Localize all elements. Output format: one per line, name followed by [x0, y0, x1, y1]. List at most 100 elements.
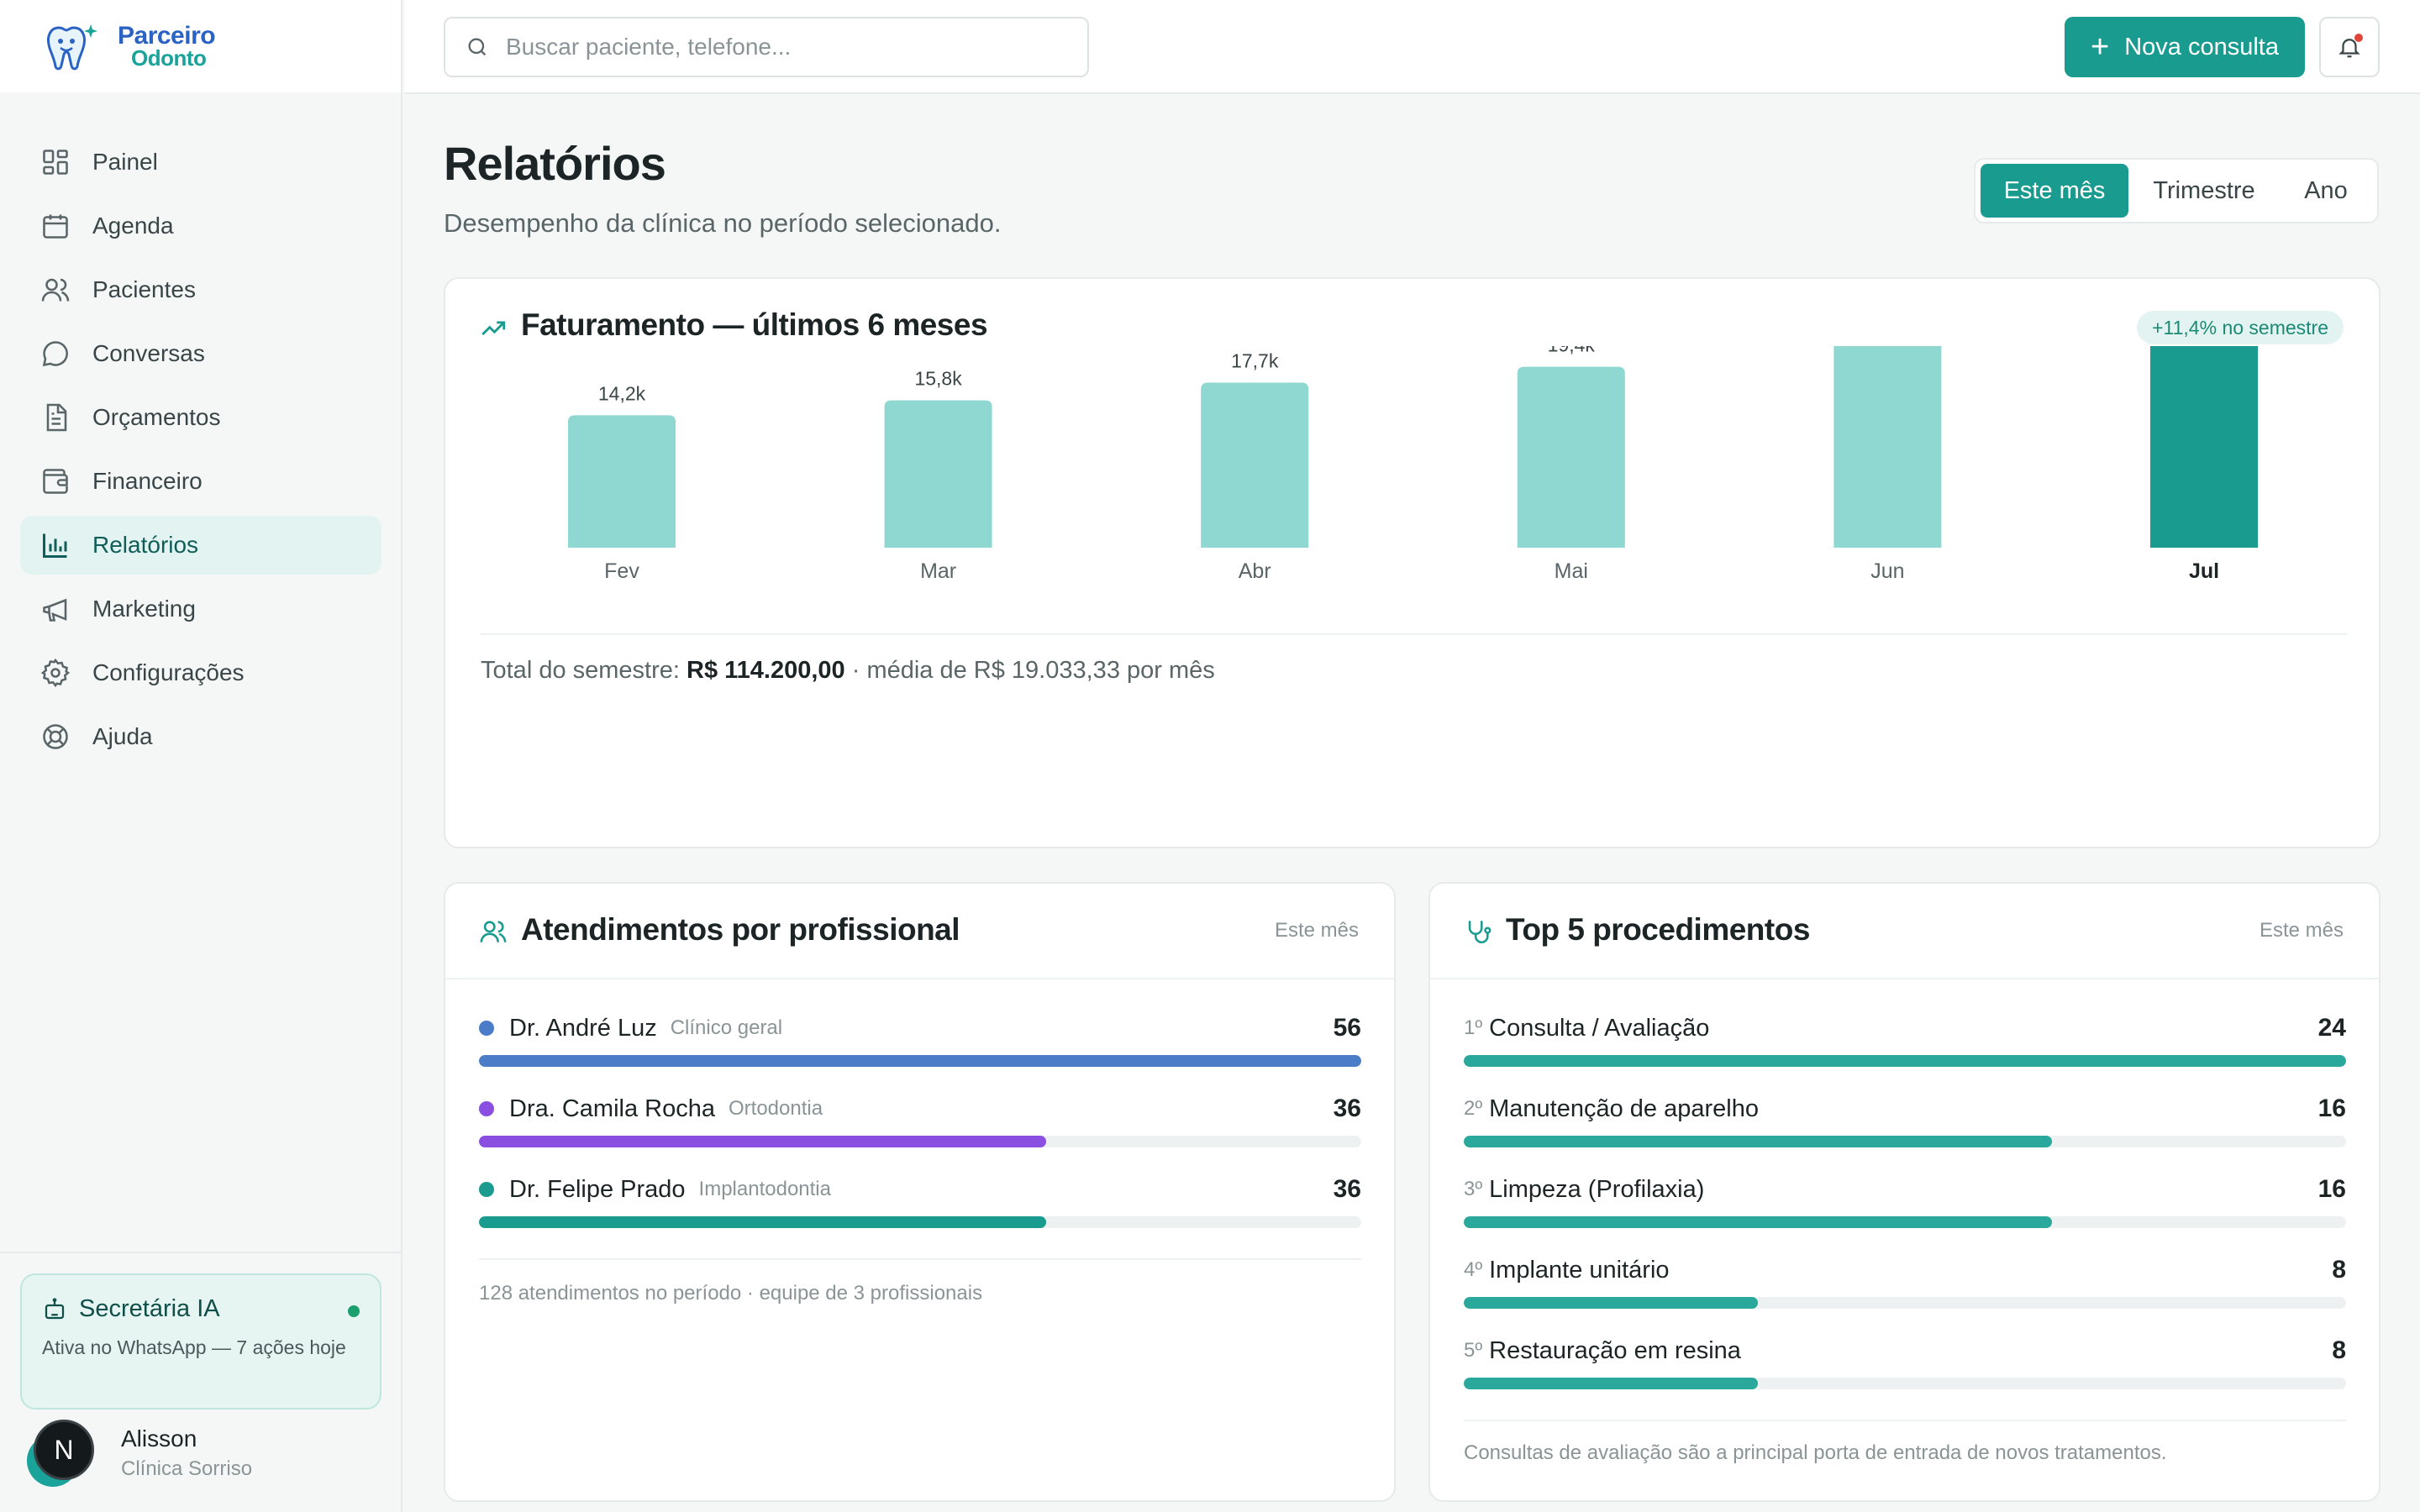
period-year[interactable]: Ano — [2304, 176, 2348, 204]
sidebar-item-conversas[interactable]: Conversas — [20, 324, 381, 383]
professional-name: Dr. André Luz — [509, 1014, 657, 1042]
progress-track — [479, 1055, 1361, 1067]
sidebar-item-label: Ajuda — [92, 723, 153, 749]
bar-jun[interactable] — [1833, 346, 1942, 548]
procedures-note: Consultas de avaliação são a principal p… — [1464, 1441, 2167, 1464]
summary-total: R$ 114.200,00 — [687, 657, 845, 684]
procedure-name: Limpeza (Profilaxia) — [1489, 1175, 1705, 1203]
tooth-logo-icon — [47, 24, 97, 71]
progress-track — [1464, 1378, 2346, 1389]
progress-track — [1464, 1055, 2346, 1067]
document-icon — [46, 403, 67, 432]
procedure-rank: 1º — [1464, 1016, 1483, 1039]
bar-jul[interactable] — [2150, 346, 2258, 548]
revenue-card: Faturamento — últimos 6 meses +11,4% no … — [444, 277, 2381, 848]
procedure-row[interactable]: 3º Limpeza (Profilaxia) 16 — [1464, 1173, 2346, 1228]
bar-mar[interactable] — [884, 400, 992, 548]
card-header-divider — [445, 978, 1394, 979]
sidebar-item-label: Relatórios — [92, 532, 199, 558]
revenue-summary: Total do semestre: R$ 114.200,00 · média… — [481, 657, 1215, 685]
progress-fill — [1464, 1136, 2052, 1147]
professional-row[interactable]: Dra. Camila Rocha Ortodontia 36 — [479, 1092, 1361, 1147]
avatar: N — [27, 1420, 94, 1487]
procedure-count: 16 — [2317, 1175, 2346, 1203]
page-title: Relatórios — [444, 137, 666, 190]
users-icon — [41, 278, 70, 302]
summary-prefix: Total do semestre: — [481, 657, 687, 684]
color-dot — [479, 1021, 494, 1036]
ai-secretary-card[interactable]: Secretária IA Ativa no WhatsApp — 7 açõe… — [20, 1273, 381, 1410]
notification-dot — [2354, 34, 2363, 42]
procedure-name: Restauração em resina — [1489, 1336, 1741, 1364]
procedure-row[interactable]: 4º Implante unitário 8 — [1464, 1253, 2346, 1309]
professionals-card: Atendimentos por profissional Este mês D… — [444, 882, 1396, 1502]
search-icon — [468, 38, 487, 56]
x-axis-tick-label: Mar — [920, 559, 956, 583]
robot-icon — [45, 1297, 65, 1319]
brand-line2: Odonto — [131, 45, 207, 71]
x-axis-tick-label: Fev — [604, 559, 639, 583]
professionals-title: Atendimentos por profissional — [521, 912, 960, 947]
sidebar-item-label: Financeiro — [92, 468, 203, 494]
chart-divider — [481, 633, 2347, 635]
procedure-row[interactable]: 1º Consulta / Avaliação 24 — [1464, 1011, 2346, 1067]
professional-specialty: Ortodontia — [728, 1097, 823, 1120]
avatar-initial: N — [34, 1420, 94, 1480]
user-profile[interactable]: N Alisson Clínica Sorriso — [27, 1420, 252, 1487]
notifications-button[interactable] — [2319, 17, 2380, 77]
plus-icon: + — [2091, 29, 2110, 65]
bar-value-label: 14,2k — [598, 382, 646, 404]
period-quarter[interactable]: Trimestre — [2153, 176, 2255, 204]
new-appointment-button[interactable]: + Nova consulta — [2065, 17, 2305, 77]
brand-line1: Parceiro — [118, 22, 216, 50]
sidebar-item-orcamentos[interactable]: Orçamentos — [20, 388, 381, 447]
progress-fill — [479, 1136, 1046, 1147]
bar-mai[interactable] — [1517, 366, 1625, 548]
sidebar-item-painel[interactable]: Painel — [20, 133, 381, 192]
sidebar-item-relatorios[interactable]: Relatórios — [20, 516, 381, 575]
sidebar-item-pacientes[interactable]: Pacientes — [20, 260, 381, 319]
brand-logo[interactable]: Parceiro Odonto — [0, 0, 401, 92]
professional-name: Dra. Camila Rocha — [509, 1095, 715, 1122]
professionals-note: 128 atendimentos no período · equipe de … — [479, 1282, 983, 1305]
sidebar-item-label: Agenda — [92, 213, 174, 239]
search-input[interactable] — [506, 34, 1060, 60]
progress-fill — [1464, 1297, 1758, 1309]
professional-row[interactable]: Dr. André Luz Clínico geral 56 — [479, 1011, 1361, 1067]
progress-fill — [479, 1055, 1361, 1067]
color-dot — [479, 1182, 494, 1197]
bar-abr[interactable] — [1201, 382, 1309, 548]
professional-row[interactable]: Dr. Felipe Prado Implantodontia 36 — [479, 1173, 1361, 1228]
sidebar-item-agenda[interactable]: Agenda — [20, 197, 381, 255]
procedure-row[interactable]: 5º Restauração em resina 8 — [1464, 1334, 2346, 1389]
grid-icon — [43, 150, 68, 175]
ai-card-description: Ativa no WhatsApp — 7 ações hoje — [42, 1336, 346, 1358]
x-axis-tick-label: Jun — [1870, 559, 1904, 583]
procedure-name: Manutenção de aparelho — [1489, 1095, 1759, 1122]
progress-track — [479, 1136, 1361, 1147]
sidebar-item-configuracoes[interactable]: Configurações — [20, 643, 381, 702]
sidebar-item-label: Painel — [92, 149, 158, 175]
professionals-period: Este mês — [1274, 919, 1359, 942]
sidebar-item-financeiro[interactable]: Financeiro — [20, 452, 381, 511]
lifebuoy-icon — [43, 724, 68, 749]
progress-fill — [479, 1216, 1046, 1228]
sidebar-item-marketing[interactable]: Marketing — [20, 580, 381, 638]
search-box[interactable] — [444, 17, 1089, 77]
period-this-month[interactable]: Este mês — [1981, 164, 2128, 218]
sidebar-item-ajuda[interactable]: Ajuda — [20, 707, 381, 766]
progress-track — [1464, 1136, 2346, 1147]
sidebar: Parceiro Odonto Painel Agenda Pacientes … — [0, 0, 402, 1512]
sidebar-item-label: Orçamentos — [92, 404, 221, 430]
procedures-period: Este mês — [2259, 919, 2344, 942]
ai-card-title: Secretária IA — [79, 1295, 220, 1322]
procedure-count: 8 — [2332, 1336, 2346, 1364]
bar-fev[interactable] — [568, 415, 676, 548]
x-axis-tick-label: Jul — [2189, 559, 2219, 583]
page-subtitle: Desempenho da clínica no período selecio… — [444, 208, 1002, 238]
stethoscope-icon — [1468, 921, 1491, 943]
sidebar-nav: Painel Agenda Pacientes Conversas Orçame… — [20, 133, 381, 771]
procedure-row[interactable]: 2º Manutenção de aparelho 16 — [1464, 1092, 2346, 1147]
bar-value-label: 15,8k — [914, 368, 962, 390]
user-name: Alisson — [121, 1425, 197, 1452]
